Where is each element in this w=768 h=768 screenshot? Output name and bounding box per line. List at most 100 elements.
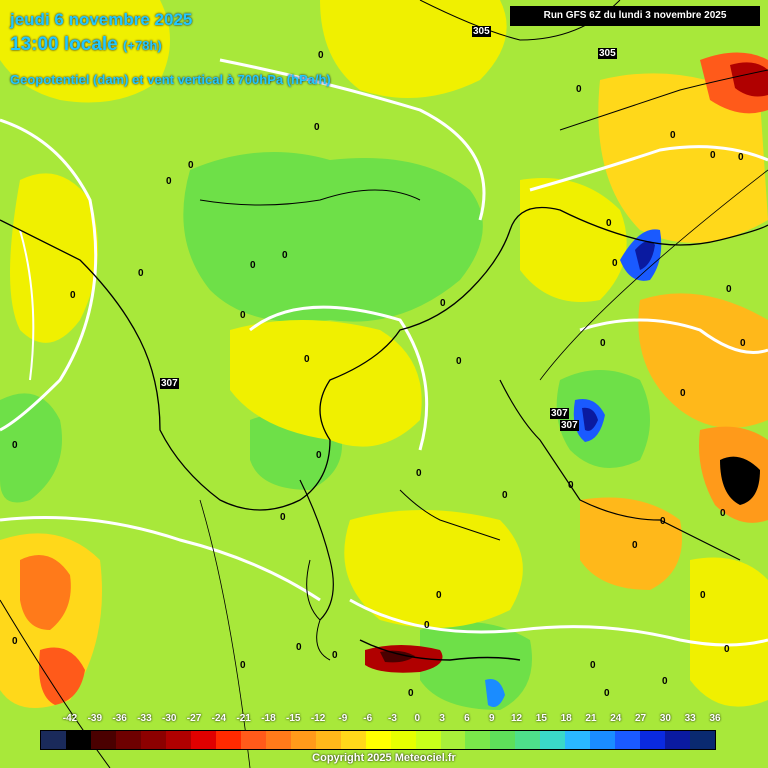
forecast-date: jeudi 6 novembre 2025 (10, 10, 193, 29)
copyright: Copyright 2025 Meteociel.fr (312, 752, 456, 764)
vertical-wind-zero-label: 0 (700, 590, 706, 601)
forecast-time: 13:00 locale (+78h) (10, 34, 162, 56)
legend-tick-label: -39 (87, 713, 103, 724)
vertical-wind-zero-label: 0 (568, 480, 574, 491)
vertical-wind-zero-label: 0 (332, 650, 338, 661)
vertical-wind-zero-label: 0 (12, 636, 18, 647)
vertical-wind-zero-label: 0 (576, 84, 582, 95)
legend-tick-label: -12 (310, 713, 326, 724)
geopotential-label: 307 (550, 408, 569, 419)
legend-tick-label: -42 (62, 713, 78, 724)
run-label: Run GFS 6Z du lundi 3 novembre 2025 (510, 6, 760, 26)
vertical-wind-zero-label: 0 (456, 356, 462, 367)
legend-tick-label: -36 (112, 713, 127, 724)
legend-swatch (390, 731, 416, 749)
legend-swatch (590, 731, 616, 749)
legend-tick-label: 18 (560, 713, 572, 724)
vertical-wind-zero-label: 0 (720, 508, 726, 519)
vertical-wind-zero-label: 0 (166, 176, 172, 187)
vertical-wind-zero-label: 0 (726, 284, 732, 295)
legend-swatch (565, 731, 591, 749)
legend-swatch (41, 731, 66, 749)
legend-tick-label: -21 (236, 713, 251, 724)
vertical-wind-zero-label: 0 (138, 268, 144, 279)
vertical-wind-zero-label: 0 (662, 676, 668, 687)
legend-swatch (540, 731, 566, 749)
legend-swatch (615, 731, 641, 749)
legend-tick-label: 9 (488, 713, 495, 724)
legend-swatch (290, 731, 316, 749)
legend-tick-label: -18 (261, 713, 276, 724)
legend-tick-label: 27 (635, 713, 647, 724)
legend-swatch (315, 731, 341, 749)
vertical-wind-zero-label: 0 (436, 590, 442, 601)
legend-swatch (140, 731, 166, 749)
legend-swatch (515, 731, 541, 749)
vertical-wind-zero-label: 0 (632, 540, 638, 551)
legend-ticks: -42 -39 -36 -33 -30 -27 -24 -21 -18 -15 -12 -9 -6 -3 0… (0, 713, 768, 727)
vertical-wind-zero-label: 0 (240, 660, 246, 671)
legend-tick-label: 30 (659, 713, 671, 724)
vertical-wind-zero-label: 0 (612, 258, 618, 269)
legend-swatch (340, 731, 366, 749)
vertical-wind-zero-label: 0 (314, 122, 320, 133)
vertical-wind-zero-label: 0 (738, 152, 744, 163)
legend-swatch (165, 731, 191, 749)
field-description: Geopotentiel (dam) et vent vertical à 70… (10, 72, 331, 87)
legend-tick-label: 15 (535, 713, 547, 724)
vertical-wind-zero-label: 0 (606, 218, 612, 229)
vertical-wind-zero-label: 0 (408, 688, 414, 699)
legend-swatch (665, 731, 691, 749)
legend-tick-label: 0 (414, 713, 421, 724)
legend-swatch (465, 731, 491, 749)
color-legend (40, 730, 716, 750)
vertical-wind-zero-label: 0 (12, 440, 18, 451)
vertical-wind-zero-label: 0 (680, 388, 686, 399)
legend-tick-label: -6 (363, 713, 373, 724)
vertical-wind-zero-label: 0 (296, 642, 302, 653)
legend-swatch (190, 731, 216, 749)
geopotential-label: 307 (560, 420, 579, 431)
legend-tick-label: -3 (388, 713, 397, 724)
legend-tick-label: -27 (186, 713, 202, 724)
legend-tick-label: -33 (137, 713, 152, 724)
legend-swatch (365, 731, 391, 749)
legend-swatch (240, 731, 266, 749)
lead-time: (+78h) (123, 38, 162, 53)
legend-tick-label: 12 (510, 713, 523, 724)
vertical-wind-zero-label: 0 (416, 468, 422, 479)
vertical-wind-zero-label: 0 (600, 338, 606, 349)
legend-tick-label: -9 (338, 713, 348, 724)
vertical-wind-zero-label: 0 (188, 160, 194, 171)
legend-tick-label: 24 (610, 713, 622, 724)
vertical-wind-zero-label: 0 (250, 260, 256, 271)
vertical-wind-zero-label: 0 (710, 150, 716, 161)
vertical-wind-zero-label: 0 (240, 310, 246, 321)
legend-tick-label: -30 (161, 713, 177, 724)
legend-tick-label: 3 (439, 713, 445, 724)
legend-tick-label: 21 (585, 713, 597, 724)
legend-swatch (415, 731, 441, 749)
legend-swatch (115, 731, 141, 749)
vertical-wind-zero-label: 0 (502, 490, 508, 501)
vertical-wind-zero-label: 0 (304, 354, 310, 365)
legend-swatch (690, 731, 716, 749)
legend-swatch (90, 731, 116, 749)
vertical-wind-zero-label: 0 (740, 338, 746, 349)
vertical-wind-zero-label: 0 (70, 290, 76, 301)
legend-swatch (440, 731, 466, 749)
legend-swatch (65, 731, 91, 749)
legend-tick-label: 33 (684, 713, 696, 724)
legend-tick-label: -15 (286, 713, 301, 724)
legend-swatch (215, 731, 241, 749)
geopotential-label: 305 (472, 26, 491, 37)
legend-swatch (640, 731, 666, 749)
vertical-wind-zero-label: 0 (424, 620, 430, 631)
geopotential-label: 307 (160, 378, 179, 389)
vertical-wind-zero-label: 0 (590, 660, 596, 671)
vertical-wind-zero-label: 0 (280, 512, 286, 523)
geopotential-label: 305 (598, 48, 617, 59)
vertical-wind-zero-label: 0 (724, 644, 730, 655)
vertical-wind-zero-label: 0 (604, 688, 610, 699)
